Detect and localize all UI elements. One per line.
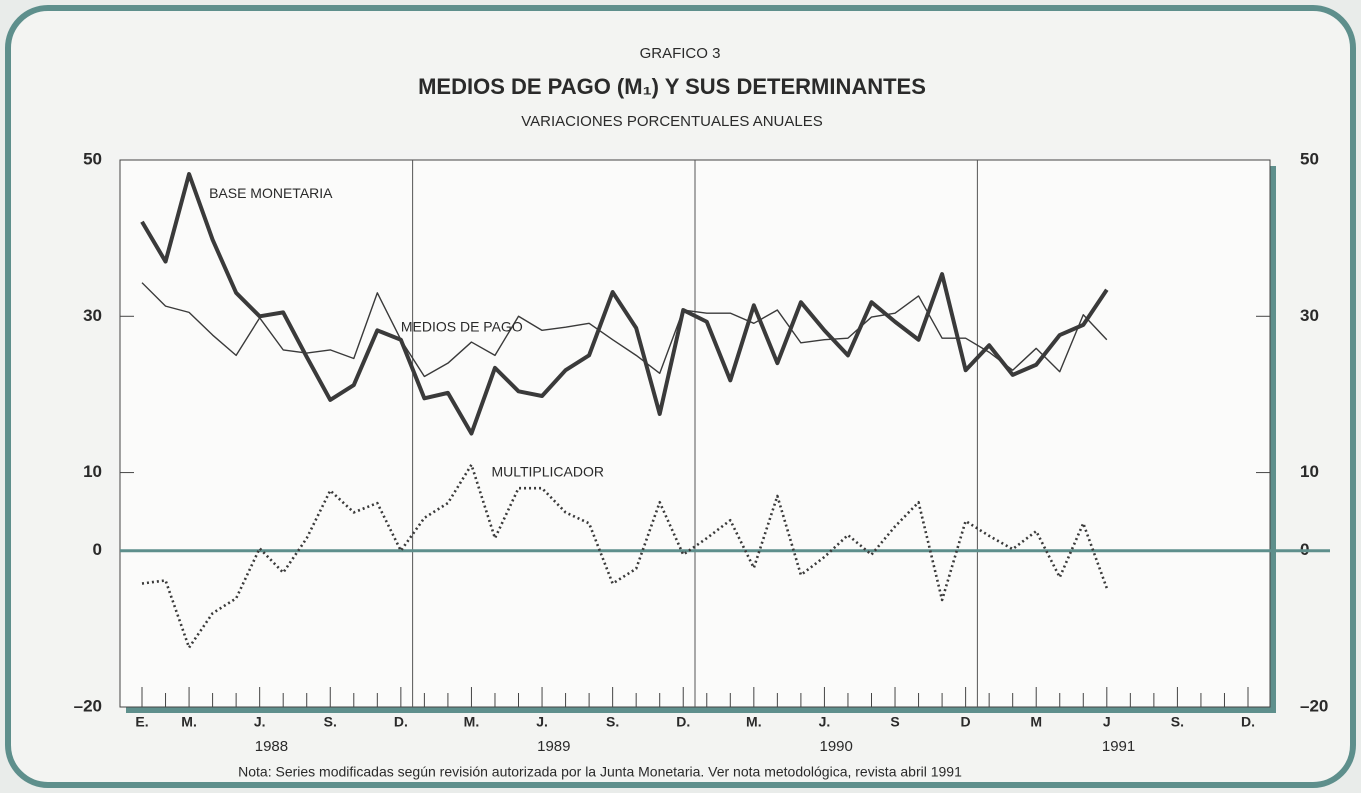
y-tick-label: 30 — [83, 306, 102, 325]
year-label: 1991 — [1102, 738, 1135, 755]
x-tick-label: D. — [1241, 714, 1255, 730]
x-tick-label: J — [1103, 714, 1111, 730]
y-tick-label-right: 30 — [1300, 306, 1319, 325]
y-tick-label: 50 — [83, 149, 102, 168]
year-label: 1988 — [255, 738, 288, 755]
x-tick-label: S. — [1171, 714, 1184, 730]
y-tick-label: –20 — [74, 696, 102, 715]
x-tick-label: S. — [324, 714, 337, 730]
x-tick-label: M — [1030, 714, 1042, 730]
x-tick-label: J. — [536, 714, 548, 730]
series-label: BASE MONETARIA — [209, 185, 333, 201]
y-tick-label: 10 — [83, 462, 102, 481]
x-tick-label: S — [890, 714, 899, 730]
series-line — [140, 172, 1109, 436]
note: Nota: Series modificadas según revisión … — [238, 764, 962, 780]
chart-subtitle: VARIACIONES PORCENTUALES ANUALES — [521, 113, 822, 130]
series-line — [141, 463, 1109, 649]
x-tick-label: M. — [181, 714, 197, 730]
year-label: 1990 — [820, 738, 853, 755]
x-tick-label: D — [961, 714, 971, 730]
y-tick-label-right: 50 — [1300, 149, 1319, 168]
series-label: MEDIOS DE PAGO — [401, 318, 523, 334]
x-tick-label: M. — [464, 714, 480, 730]
series-line — [141, 282, 1108, 378]
chart-title: MEDIOS DE PAGO (M₁) Y SUS DETERMINANTES — [418, 74, 926, 99]
series-label: MULTIPLICADOR — [491, 463, 604, 479]
y-tick-label-right: –20 — [1300, 696, 1328, 715]
x-tick-label: J. — [254, 714, 266, 730]
x-tick-label: D. — [676, 714, 690, 730]
y-tick-label-right: 10 — [1300, 462, 1319, 481]
x-tick-label: M. — [746, 714, 762, 730]
x-tick-label: S. — [606, 714, 619, 730]
y-tick-label: 0 — [93, 540, 102, 559]
x-tick-label: J. — [819, 714, 831, 730]
chart-label: GRAFICO 3 — [640, 45, 721, 62]
x-tick-label: E. — [135, 714, 148, 730]
year-label: 1989 — [537, 738, 570, 755]
x-tick-label: D. — [394, 714, 408, 730]
